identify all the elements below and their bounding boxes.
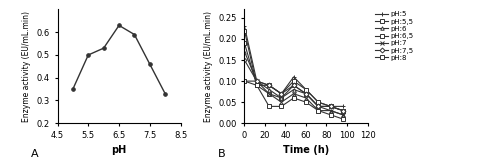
pH:7,5 (303, 93, 309, 95)
pH:5,5 (328, 105, 334, 107)
pH:5,5 (278, 97, 284, 99)
pH:7 (278, 101, 284, 103)
pH:5,5 (266, 93, 272, 95)
pH:7 (316, 110, 322, 112)
pH:7 (340, 114, 346, 116)
pH:6,5 (242, 30, 248, 31)
pH:7,5 (242, 59, 248, 61)
pH:6 (242, 51, 248, 53)
pH:8 (266, 105, 272, 107)
pH:6 (266, 89, 272, 91)
X-axis label: Time (h): Time (h) (283, 145, 329, 155)
X-axis label: pH: pH (112, 145, 126, 155)
pH:8 (340, 118, 346, 120)
pH:6 (303, 93, 309, 95)
pH:5 (278, 93, 284, 95)
pH:6,5 (266, 84, 272, 86)
pH:5 (266, 84, 272, 86)
pH:6,5 (303, 89, 309, 91)
pH:7,5 (340, 110, 346, 112)
Y-axis label: Enzyme activity (EU/mL.min): Enzyme activity (EU/mL.min) (204, 11, 213, 122)
pH:7,5 (328, 105, 334, 107)
pH:8 (303, 101, 309, 103)
pH:6,5 (254, 84, 260, 86)
Legend: pH:5, pH:5,5, pH:6, pH:6,5, pH:7, pH:7,5, pH:8: pH:5, pH:5,5, pH:6, pH:6,5, pH:7, pH:7,5… (374, 11, 414, 62)
pH:5,5 (340, 110, 346, 112)
pH:5 (290, 76, 296, 78)
pH:7 (254, 80, 260, 82)
Line: pH:5: pH:5 (242, 25, 344, 108)
pH:6,5 (340, 110, 346, 112)
Line: pH:6: pH:6 (242, 50, 344, 117)
pH:7,5 (266, 84, 272, 86)
pH:5,5 (242, 42, 248, 44)
pH:7 (328, 110, 334, 112)
pH:6,5 (316, 101, 322, 103)
pH:6 (340, 114, 346, 116)
pH:6 (328, 110, 334, 112)
pH:6,5 (328, 105, 334, 107)
Line: pH:7: pH:7 (242, 79, 344, 117)
pH:5,5 (303, 93, 309, 95)
pH:5 (340, 105, 346, 107)
pH:8 (242, 80, 248, 82)
pH:7 (242, 80, 248, 82)
Text: A: A (30, 149, 38, 158)
pH:8 (254, 84, 260, 86)
pH:7,5 (254, 80, 260, 82)
pH:7,5 (316, 105, 322, 107)
pH:8 (278, 105, 284, 107)
pH:7 (266, 93, 272, 95)
Y-axis label: Enzyme activity (EU/mL.min): Enzyme activity (EU/mL.min) (22, 11, 31, 122)
pH:6,5 (278, 93, 284, 95)
pH:7,5 (290, 84, 296, 86)
pH:6,5 (290, 80, 296, 82)
Line: pH:5,5: pH:5,5 (242, 41, 344, 112)
pH:6 (290, 89, 296, 91)
pH:7 (290, 93, 296, 95)
pH:6 (254, 80, 260, 82)
pH:5 (242, 25, 248, 27)
pH:7,5 (278, 93, 284, 95)
pH:8 (290, 97, 296, 99)
pH:7 (303, 97, 309, 99)
Line: pH:6,5: pH:6,5 (242, 29, 344, 112)
pH:5 (303, 89, 309, 91)
pH:5,5 (316, 105, 322, 107)
pH:6 (278, 97, 284, 99)
pH:5 (316, 101, 322, 103)
pH:8 (316, 110, 322, 112)
Line: pH:8: pH:8 (242, 79, 344, 121)
pH:6 (316, 105, 322, 107)
pH:5 (328, 105, 334, 107)
Text: B: B (218, 149, 225, 158)
pH:8 (328, 114, 334, 116)
Line: pH:7,5: pH:7,5 (242, 58, 344, 112)
pH:5,5 (254, 84, 260, 86)
pH:5 (254, 80, 260, 82)
pH:5,5 (290, 84, 296, 86)
